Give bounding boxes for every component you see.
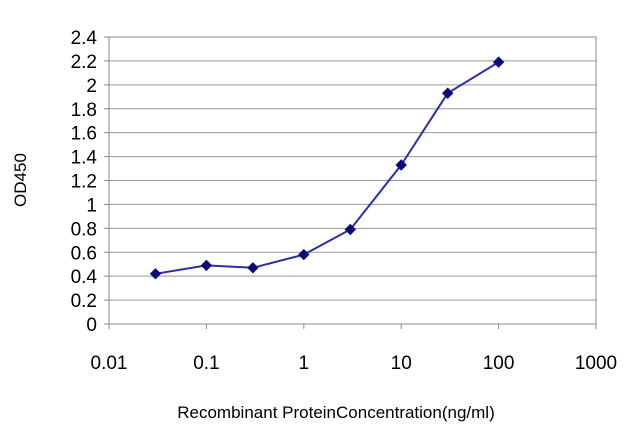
data-point-marker [344, 223, 357, 236]
y-tick-label: 1.4 [71, 148, 98, 169]
x-tick-label: 1000 [575, 353, 617, 374]
data-point-marker [200, 259, 213, 272]
y-tick-label: 1.8 [71, 100, 97, 121]
y-axis-title: OD450 [11, 153, 30, 207]
x-tick-label: 1 [299, 353, 310, 374]
series-layer [149, 56, 505, 280]
y-tick-label: 0.4 [71, 267, 98, 288]
x-tick-label: 10 [391, 353, 412, 374]
data-point-marker [247, 262, 259, 274]
y-tick-label: 1 [86, 195, 97, 216]
data-point-marker [441, 87, 454, 99]
y-tick-label: 2 [86, 76, 97, 97]
data-point-marker [149, 268, 162, 280]
y-tick-label: 2.2 [71, 52, 97, 73]
series-line [155, 61, 500, 275]
x-axis-title: Recombinant ProteinConcentration(ng/ml) [177, 403, 495, 422]
y-tick-label: 1.2 [71, 172, 97, 193]
x-axis-ticks: 0.01 0.1 1 10 100 1000 [91, 324, 617, 374]
y-tick-label: 2.4 [71, 28, 98, 49]
data-point-marker [298, 248, 310, 261]
x-tick-label: 100 [483, 353, 515, 374]
y-tick-label: 0 [86, 315, 97, 336]
y-tick-label: 0.6 [71, 243, 97, 264]
y-tick-label: 0.8 [71, 219, 97, 240]
x-tick-label: 0.01 [91, 353, 128, 374]
y-tick-label: 0.2 [71, 291, 97, 312]
data-point-marker [492, 56, 505, 68]
y-axis-ticks: 0 0.2 0.4 0.6 0.8 11.2 1.4 1.6 1.8 2 2.2 2.4 [71, 28, 109, 336]
x-tick-label: 0.1 [193, 353, 219, 374]
y-tick-label: 1.6 [71, 124, 97, 145]
data-point-marker [395, 159, 407, 171]
grid-lines [109, 60, 596, 301]
